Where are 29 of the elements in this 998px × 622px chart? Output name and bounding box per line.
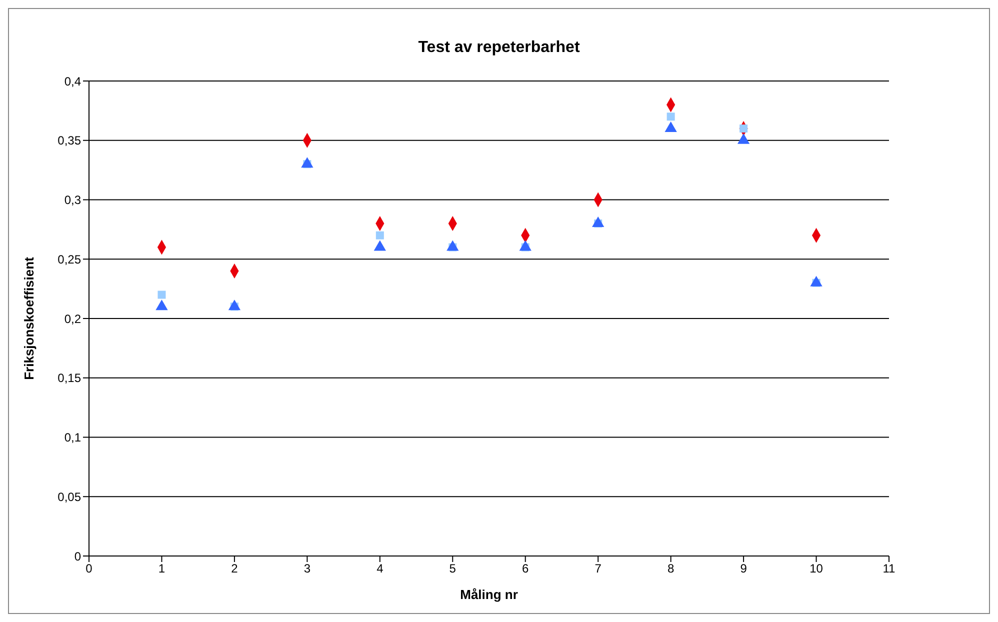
point [156,300,168,310]
y-tick-label: 0,3 [64,193,82,208]
y-axis-title: Friksjonskoeffisient [22,256,37,380]
y-tick-label: 0,15 [58,371,82,386]
chart-title: Test av repeterbarhet [417,38,581,58]
y-tick-label: 0,1 [64,430,82,445]
x-tick-label: 1 [158,562,166,576]
x-tick-label: 6 [522,562,530,576]
x-tick-label: 3 [304,562,311,576]
point [376,231,384,240]
x-tick-label: 0 [86,562,93,576]
x-tick-label: 7 [594,562,602,576]
point [228,300,241,310]
x-tick-label: 8 [667,562,674,576]
x-tick-label: 5 [449,562,456,576]
point [666,112,675,121]
y-tick-label: 0,35 [58,134,82,148]
x-tick-label: 9 [740,562,748,576]
point [158,290,166,299]
y-tick-label: 0,25 [58,252,82,266]
x-tick-label: 10 [810,562,824,576]
y-tick-label: 0,2 [64,312,82,326]
y-tick-label: 0,4 [64,74,82,88]
y-tick-label: 0 [74,549,82,564]
x-tick-label: 2 [231,562,238,576]
x-axis-title: Måling nr [460,587,518,602]
x-tick-label: 11 [882,562,896,576]
y-tick-label: 0,05 [58,490,82,504]
x-tick-label: 4 [376,562,384,576]
